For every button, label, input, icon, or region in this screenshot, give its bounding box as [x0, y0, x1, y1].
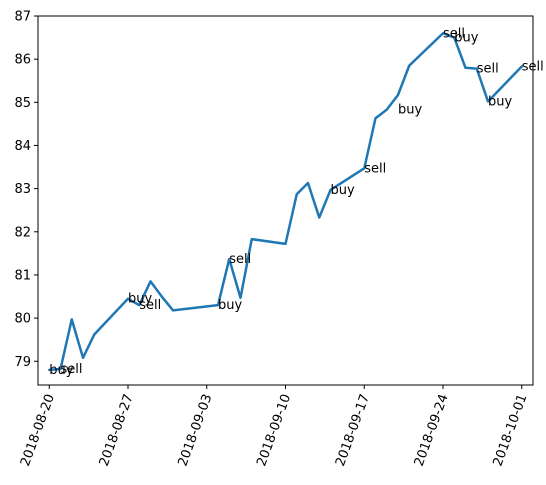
x-tick-label: 2018-09-24 [412, 392, 452, 468]
y-axis: 79 80 81 82 83 84 85 86 87 [14, 10, 38, 370]
annotation-buy: buy [398, 103, 422, 118]
annotation-sell: sell [443, 26, 465, 41]
annotation-sell: sell [139, 298, 161, 313]
annotation-buy: buy [331, 183, 355, 198]
annotation-buy: buy [488, 94, 512, 109]
y-tick-label: 79 [14, 355, 31, 370]
x-tick-label: 2018-09-10 [254, 392, 294, 468]
x-tick-label: 2018-08-20 [18, 392, 58, 468]
y-tick-label: 82 [14, 225, 31, 240]
annotation-buy: buy [218, 298, 242, 313]
y-tick-label: 80 [14, 312, 31, 327]
x-tick-label: 2018-08-27 [97, 392, 137, 468]
annotation-sell: sell [61, 362, 83, 377]
y-tick-label: 86 [14, 53, 31, 68]
plot-area [48, 32, 523, 372]
y-tick-label: 83 [14, 182, 31, 197]
annotation-buy: buy [454, 31, 478, 46]
y-tick-label: 87 [14, 10, 31, 25]
y-tick-label: 81 [14, 268, 31, 283]
y-tick-label: 84 [14, 139, 31, 154]
annotation-sell: sell [364, 161, 386, 176]
annotation-buy: buy [49, 363, 73, 378]
annotation-buy: buy [128, 292, 152, 307]
y-tick-label: 85 [14, 96, 31, 111]
axes-frame [37, 15, 534, 386]
x-tick-label: 2018-10-01 [491, 392, 531, 468]
annotation-sell: sell [229, 252, 251, 267]
series-line [48, 32, 523, 372]
x-tick-label: 2018-09-17 [333, 392, 373, 468]
annotation-sell: sell [477, 62, 499, 77]
x-axis: 2018-08-20 2018-08-27 2018-09-03 2018-09-10… [18, 385, 531, 468]
x-tick-label: 2018-09-03 [176, 392, 216, 468]
